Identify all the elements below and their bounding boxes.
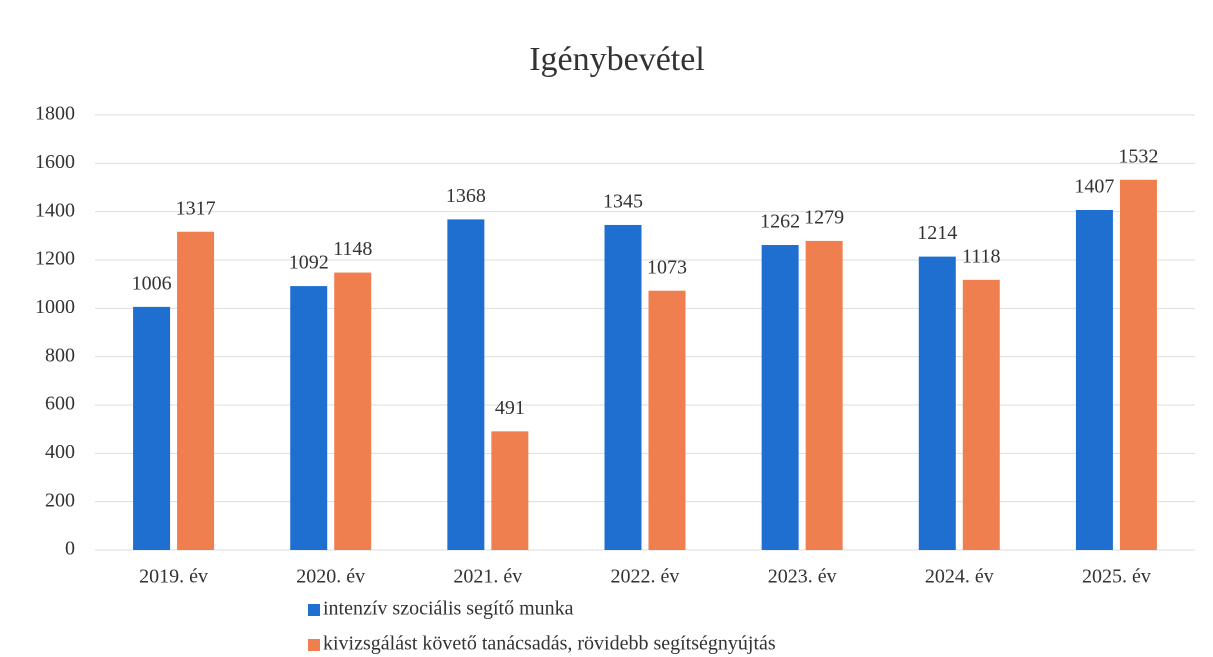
x-tick-label: 2023. év: [768, 566, 837, 588]
legend-swatch: [308, 604, 320, 616]
y-tick-label: 1000: [35, 296, 75, 318]
bar: [648, 290, 686, 550]
y-tick-label: 1200: [35, 248, 75, 270]
bar: [290, 286, 328, 550]
y-tick-label: 0: [65, 538, 75, 560]
bar: [334, 272, 372, 550]
bar: [805, 240, 843, 551]
x-tick-label: 2021. év: [453, 566, 522, 588]
data-label: 1092: [289, 252, 329, 274]
data-label: 1279: [804, 207, 844, 229]
bar: [918, 256, 956, 550]
x-tick-label: 2024. év: [925, 566, 994, 588]
data-label: 1073: [647, 256, 687, 278]
y-tick-label: 600: [45, 393, 75, 415]
y-tick-label: 400: [45, 441, 75, 463]
bar: [133, 306, 171, 550]
data-label: 1368: [446, 185, 486, 207]
data-label: 1148: [333, 238, 372, 260]
bar: [491, 431, 529, 550]
x-tick-label: 2022. év: [611, 566, 680, 588]
legend-label: intenzív szociális segítő munka: [323, 598, 574, 620]
y-tick-label: 200: [45, 489, 75, 511]
data-label: 1118: [962, 245, 1001, 267]
data-label: 491: [495, 397, 525, 419]
data-label: 1532: [1118, 145, 1158, 167]
y-tick-label: 800: [45, 344, 75, 366]
data-label: 1317: [176, 197, 216, 219]
x-tick-label: 2019. év: [139, 566, 208, 588]
chart-title: Igénybevétel: [529, 41, 705, 78]
data-label: 1345: [603, 191, 643, 213]
bar: [962, 279, 1000, 550]
bar: [1075, 209, 1113, 550]
x-tick-label: 2025. év: [1082, 566, 1151, 588]
bar: [604, 224, 642, 551]
data-label: 1214: [917, 222, 957, 244]
bar: [177, 231, 215, 550]
y-tick-label: 1800: [35, 103, 75, 125]
bar: [447, 219, 485, 550]
y-tick-label: 1400: [35, 199, 75, 221]
data-label: 1006: [132, 272, 172, 294]
y-tick-label: 1600: [35, 151, 75, 173]
x-tick-label: 2020. év: [296, 566, 365, 588]
legend-swatch: [308, 639, 320, 651]
bar: [761, 245, 799, 550]
legend-label: kivizsgálást követő tanácsadás, rövidebb…: [323, 633, 776, 655]
data-label: 1407: [1074, 176, 1114, 198]
data-label: 1262: [760, 211, 800, 233]
bar: [1119, 179, 1157, 550]
